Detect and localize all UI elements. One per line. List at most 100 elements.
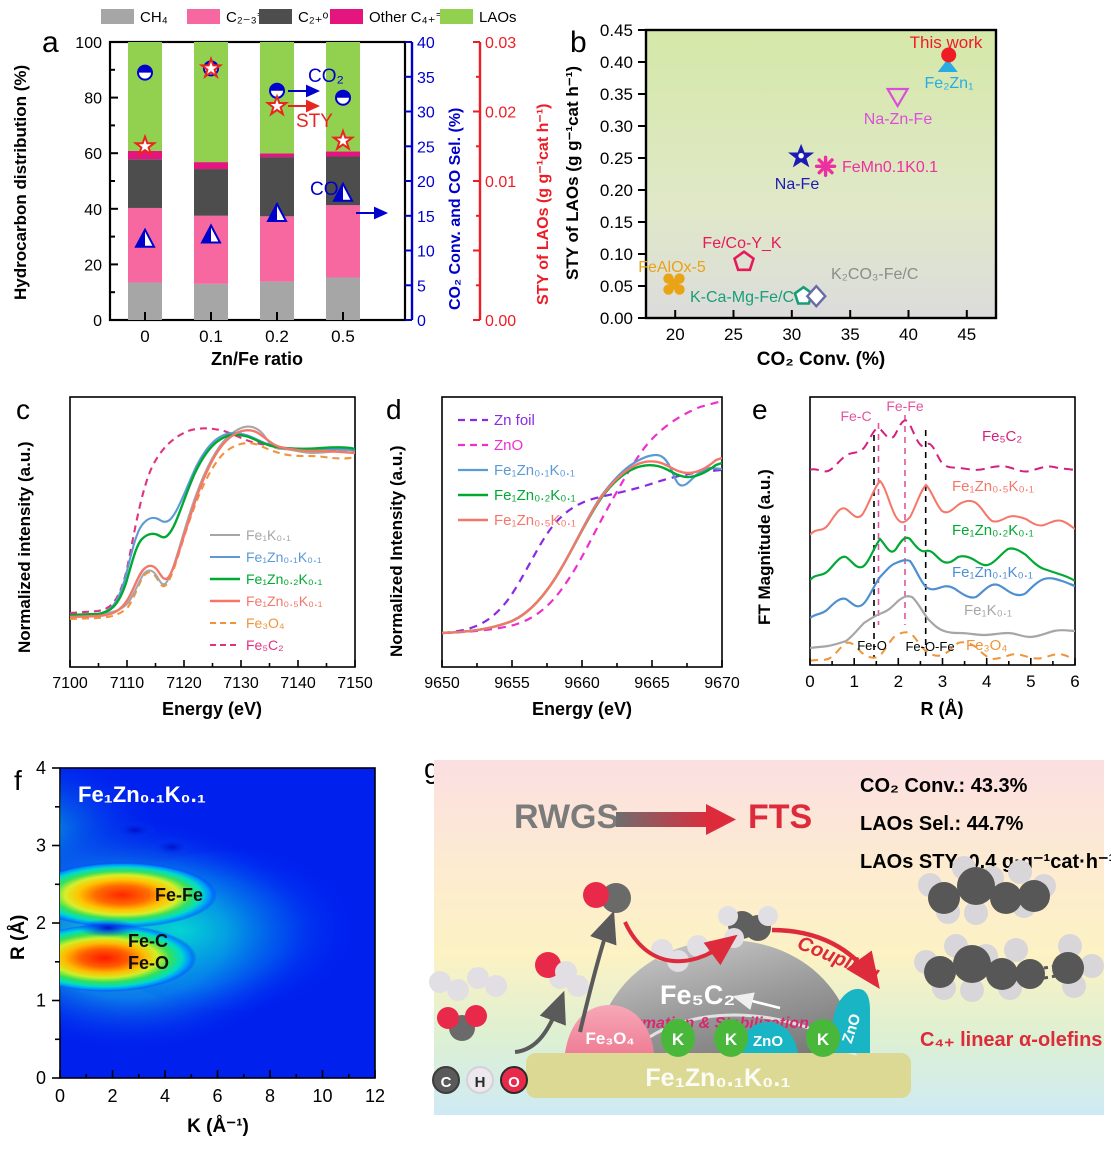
e-curve-fe1zn01 <box>810 559 1075 619</box>
panel-f-sample-label: Fe₁Zn₀.₁K₀.₁ <box>78 782 206 807</box>
svg-text:7130: 7130 <box>223 675 259 692</box>
k-label-1: K <box>672 1030 685 1049</box>
panel-a-legend: CH₄ C₂₋₃⁼ C₂₊ᵒ Other C₄₊⁼ LAOs <box>101 9 517 26</box>
svg-text:80: 80 <box>84 91 102 108</box>
panel-a-x-ticklabels: 0 0.1 0.2 0.5 <box>140 327 355 346</box>
point-fe2zn1 <box>937 47 958 72</box>
svg-text:0.03: 0.03 <box>485 35 516 52</box>
e-curve-fe1zn05 <box>810 479 1075 536</box>
panel-e-plot-frame <box>809 396 1076 666</box>
svg-text:20: 20 <box>417 174 435 191</box>
panel-a-bars <box>128 42 360 320</box>
svg-text:0.02: 0.02 <box>485 105 516 122</box>
svg-text:4: 4 <box>982 672 991 691</box>
panel-a-right2-ticklabels: 0.00 0.01 0.02 0.03 <box>485 35 516 330</box>
svg-text:40: 40 <box>899 325 918 344</box>
svg-text:30: 30 <box>782 325 801 344</box>
svg-text:10: 10 <box>417 244 435 261</box>
svg-text:9650: 9650 <box>424 675 460 692</box>
svg-text:H: H <box>475 1074 486 1091</box>
point-na-zn-fe <box>885 87 910 109</box>
svg-text:60: 60 <box>84 146 102 163</box>
panel-e-ylabel: FT Magnitude (a.u.) <box>755 469 774 625</box>
svg-text:0.15: 0.15 <box>600 213 633 232</box>
svg-text:0.10: 0.10 <box>600 245 633 264</box>
svg-text:0.25: 0.25 <box>600 149 633 168</box>
product-olefin-2 <box>914 934 1104 1002</box>
panel-c-x-ticklabels: 7100 7110 7120 7130 7140 7150 <box>52 675 373 692</box>
panel-b-x-ticks <box>674 310 968 318</box>
panel-a: a CH₄ C₂₋₃⁼ C₂₊ᵒ Other C₄₊⁼ LAOs <box>0 0 560 370</box>
arrow-co-formation <box>578 910 617 1033</box>
metric-laos-sty: LAOs STY: 0.4 g·g⁻¹cat·h⁻¹ <box>860 851 1111 873</box>
panel-f-hotspot-fec: Fe-C <box>128 931 168 951</box>
panel-e-x-ticklabels: 0 1 2 3 4 5 6 <box>805 672 1079 691</box>
cool-node-mid <box>78 919 138 937</box>
bar-1-other <box>194 162 228 170</box>
cool-node-upper1 <box>113 821 157 839</box>
curve-zn-foil <box>442 468 722 635</box>
svg-text:45: 45 <box>957 325 976 344</box>
panel-e-label-fe-o-fe: Fe-O-Fe <box>905 639 954 654</box>
hotspot-fe-c-o <box>60 924 204 992</box>
panel-a-annotation-co2: CO₂ <box>308 66 344 87</box>
panel-e-curves <box>810 419 1075 662</box>
panel-e: e Fe₅C₂ Fe₁Zn₀.₅K₀.₁ Fe₁Zn₀.₂K₀.₁ Fe₁Zn₀… <box>740 375 1111 750</box>
svg-text:8: 8 <box>265 1086 275 1106</box>
svg-text:0: 0 <box>55 1086 65 1106</box>
svg-text:10: 10 <box>312 1086 332 1106</box>
svg-text:Fe₁Zn₀.₂K₀.₁: Fe₁Zn₀.₂K₀.₁ <box>494 487 576 504</box>
arrow-fts-path <box>623 921 738 966</box>
panel-f-y-ticklabels: 0 1 2 3 4 <box>36 758 46 1088</box>
reaction-arrow-icon <box>616 804 736 835</box>
svg-text:40: 40 <box>417 35 435 52</box>
svg-text:9660: 9660 <box>564 675 600 692</box>
panel-d-x-ticklabels: 9650 9655 9660 9665 9670 <box>424 675 740 692</box>
legend-label-laos: LAOs <box>479 9 517 26</box>
svg-text:3: 3 <box>36 836 46 856</box>
svg-text:Fe₁Zn₀.₁K₀.₁: Fe₁Zn₀.₁K₀.₁ <box>952 564 1033 581</box>
arrow-coupling-path <box>771 927 880 989</box>
atom-o-icon <box>500 1066 528 1094</box>
svg-text:30: 30 <box>417 105 435 122</box>
svg-text:0.40: 0.40 <box>600 53 633 72</box>
e-curve-fe1k01 <box>810 595 1075 650</box>
panel-g-product-label: C₄₊ linear α-olefins <box>920 1029 1102 1051</box>
legend-swatch-otherc4 <box>330 9 363 24</box>
svg-text:20: 20 <box>666 325 685 344</box>
point-label-na-fe: Na-Fe <box>775 176 820 193</box>
svg-text:0.05: 0.05 <box>600 277 633 296</box>
svg-text:2: 2 <box>107 1086 117 1106</box>
panel-d-legend: Zn foil ZnO Fe₁Zn₀.₁K₀.₁ Fe₁Zn₀.₂K₀.₁ Fe… <box>458 412 576 529</box>
panel-f-x-ticklabels: 0 2 4 6 8 10 12 <box>55 1086 385 1106</box>
panel-g-carbide-particle <box>595 940 857 1053</box>
e-curve-fe5c2 <box>810 419 1075 473</box>
panel-b-ylabel: STY of LAOs (g g⁻¹cat h⁻¹) <box>563 66 582 280</box>
svg-text:Fe₁Zn₀.₂K₀.₁: Fe₁Zn₀.₂K₀.₁ <box>246 571 323 587</box>
svg-text:Fe₅C₂: Fe₅C₂ <box>982 428 1022 445</box>
atom-h-icon <box>466 1066 494 1094</box>
panel-g-zno-label: ZnO <box>753 1033 783 1050</box>
panel-d-x-ticks <box>441 660 723 667</box>
svg-text:0: 0 <box>417 313 426 330</box>
svg-text:0.30: 0.30 <box>600 117 633 136</box>
panel-b-xlabel: CO₂ Conv. (%) <box>757 349 885 370</box>
svg-text:9665: 9665 <box>634 675 670 692</box>
panel-g-k-promoters: K K K <box>661 1019 840 1057</box>
molecule-h2o-intermediate <box>535 952 577 983</box>
svg-text:0.45: 0.45 <box>600 21 633 40</box>
panel-g-rwgs-label: RWGS <box>514 798 619 836</box>
svg-text:0: 0 <box>36 1068 46 1088</box>
svg-text:40: 40 <box>84 202 102 219</box>
svg-text:6: 6 <box>1070 672 1079 691</box>
panel-a-xlabel: Zn/Fe ratio <box>211 349 303 369</box>
bar-0-c2o <box>128 159 162 208</box>
svg-text:25: 25 <box>417 139 435 156</box>
point-label-feco-yk: Fe/Co-Y_K <box>702 235 781 252</box>
svg-text:15: 15 <box>417 209 435 226</box>
svg-text:Fe₁Zn₀.₅K₀.₁: Fe₁Zn₀.₅K₀.₁ <box>952 478 1034 495</box>
panel-d-xlabel: Energy (eV) <box>532 699 632 719</box>
bar-3-c23 <box>326 205 360 278</box>
molecule-co-intermediate <box>583 882 631 913</box>
point-na-fe <box>788 143 815 168</box>
